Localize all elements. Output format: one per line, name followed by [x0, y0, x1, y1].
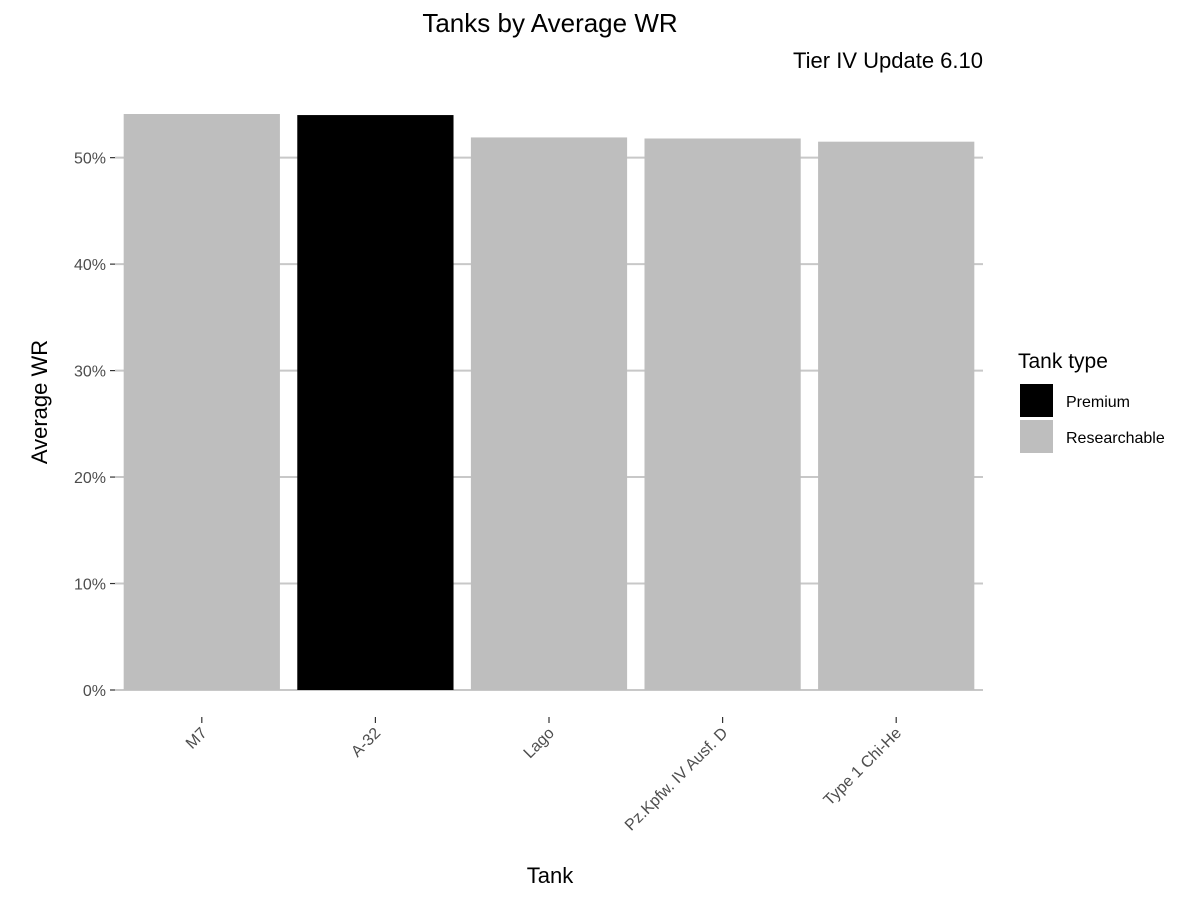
bar-m7 — [123, 114, 280, 690]
y-tick-label: 50% — [74, 151, 106, 168]
legend-title: Tank type — [1018, 350, 1108, 373]
y-tick-label: 30% — [74, 364, 106, 381]
legend: Tank type Premium Researchable — [1018, 350, 1165, 453]
y-tick-label: 20% — [74, 470, 106, 487]
bar-pz-kpfw-iv-ausf-d — [644, 138, 801, 691]
x-tick-label: Pz.Kpfw. IV Ausf. D — [622, 725, 731, 834]
legend-label: Researchable — [1066, 430, 1165, 447]
y-axis-ticks: 0% 10% 20% 30% 40% 50% — [74, 151, 115, 700]
x-tick-label: Lago — [521, 725, 558, 762]
x-tick-label: Type 1 Chi-He — [821, 725, 905, 809]
chart-title: Tanks by Average WR — [422, 8, 677, 38]
bar-a-32 — [297, 115, 454, 690]
y-tick-label: 40% — [74, 257, 106, 274]
legend-label: Premium — [1066, 394, 1130, 411]
y-tick-label: 10% — [74, 577, 106, 594]
bar-type-1-chi-he — [818, 141, 975, 690]
chart-subtitle: Tier IV Update 6.10 — [793, 48, 983, 73]
x-tick-label: M7 — [183, 725, 211, 753]
y-axis-title: Average WR — [27, 340, 52, 464]
x-axis-ticks: M7 A-32 Lago Pz.Kpfw. IV Ausf. D Type 1 Chi-… — [183, 717, 905, 834]
bar-lago — [470, 137, 628, 691]
legend-key-premium — [1020, 384, 1053, 417]
x-axis-title: Tank — [527, 863, 574, 888]
x-tick-label: A-32 — [348, 725, 384, 761]
bars — [123, 114, 975, 691]
y-tick-label: 0% — [83, 683, 106, 700]
legend-key-researchable — [1020, 420, 1053, 453]
